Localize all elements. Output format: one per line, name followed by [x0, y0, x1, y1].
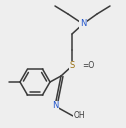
Text: =O: =O	[82, 61, 94, 70]
Text: OH: OH	[73, 111, 85, 120]
Text: N: N	[80, 19, 86, 29]
Text: S: S	[69, 61, 75, 71]
Text: N: N	[52, 102, 58, 110]
